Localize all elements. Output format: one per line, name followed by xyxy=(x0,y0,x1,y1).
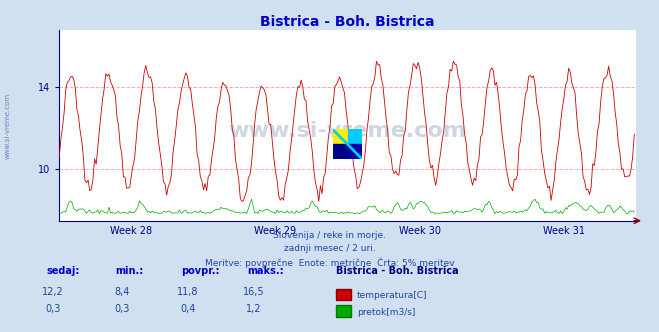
Text: Bistrica - Boh. Bistrica: Bistrica - Boh. Bistrica xyxy=(336,266,459,276)
Text: maks.:: maks.: xyxy=(247,266,284,276)
Text: sedaj:: sedaj: xyxy=(46,266,80,276)
Text: www.si-vreme.com: www.si-vreme.com xyxy=(229,121,467,141)
Bar xyxy=(333,129,348,144)
Bar xyxy=(333,144,348,159)
Text: Slovenija / reke in morje.: Slovenija / reke in morje. xyxy=(273,231,386,240)
Text: min.:: min.: xyxy=(115,266,144,276)
Text: zadnji mesec / 2 uri.: zadnji mesec / 2 uri. xyxy=(283,244,376,253)
Text: www.si-vreme.com: www.si-vreme.com xyxy=(5,93,11,159)
Title: Bistrica - Boh. Bistrica: Bistrica - Boh. Bistrica xyxy=(260,15,435,29)
Text: 12,2: 12,2 xyxy=(42,288,64,297)
Bar xyxy=(348,129,362,144)
Text: Meritve: povprečne  Enote: metrične  Črta: 5% meritev: Meritve: povprečne Enote: metrične Črta:… xyxy=(205,257,454,268)
Text: povpr.:: povpr.: xyxy=(181,266,219,276)
Text: 1,2: 1,2 xyxy=(246,304,262,314)
Text: 16,5: 16,5 xyxy=(243,288,264,297)
Text: 0,3: 0,3 xyxy=(45,304,61,314)
Bar xyxy=(348,144,362,159)
Text: 0,4: 0,4 xyxy=(180,304,196,314)
Text: 8,4: 8,4 xyxy=(114,288,130,297)
Text: 11,8: 11,8 xyxy=(177,288,198,297)
Text: 0,3: 0,3 xyxy=(114,304,130,314)
Text: temperatura[C]: temperatura[C] xyxy=(357,291,428,300)
Text: pretok[m3/s]: pretok[m3/s] xyxy=(357,307,416,317)
